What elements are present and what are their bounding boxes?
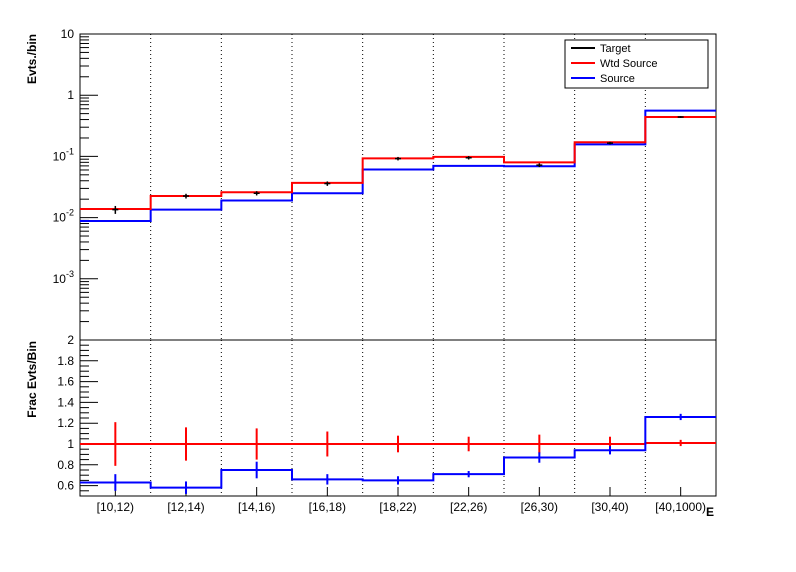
y-tick-label-top: 10-3: [53, 269, 74, 286]
y-tick-label-top: 10-1: [53, 146, 74, 163]
x-axis-title: E: [706, 505, 714, 519]
y-tick-label-bottom: 1: [67, 437, 74, 451]
y-tick-label-bottom: 1.2: [57, 416, 74, 430]
x-tick-label: [10,12): [97, 500, 134, 514]
x-tick-label: [16,18): [309, 500, 346, 514]
x-tick-label: [12,14): [167, 500, 204, 514]
x-tick-label: [40,1000): [655, 500, 706, 514]
legend-label: Target: [600, 43, 631, 55]
x-tick-label: [14,16): [238, 500, 275, 514]
legend-label: Wtd Source: [600, 58, 657, 70]
x-tick-label: [30,40): [591, 500, 628, 514]
y-tick-label-bottom: 1.6: [57, 375, 74, 389]
series-source-top: [80, 109, 716, 222]
y-axis-title-top: Evts./bin: [25, 34, 39, 84]
y-axis-title-bottom: Frac Evts/Bin: [25, 341, 39, 418]
bottom-plot-frame: [79, 339, 717, 497]
y-tick-label-top: 10: [61, 27, 75, 41]
series-wtd-source-top: [80, 116, 716, 211]
y-tick-label-bottom: 0.6: [57, 479, 74, 493]
x-tick-label: [18,22): [379, 500, 416, 514]
y-tick-label-top: 1: [67, 88, 74, 102]
y-tick-label-bottom: 1.8: [57, 354, 74, 368]
y-tick-label-bottom: 0.8: [57, 458, 74, 472]
y-tick-label-bottom: 2: [67, 333, 74, 347]
y-tick-label-bottom: 1.4: [57, 395, 74, 409]
y-tick-label-top: 10-2: [53, 208, 74, 225]
x-tick-label: [26,30): [521, 500, 558, 514]
legend-label: Source: [600, 73, 635, 85]
x-tick-label: [22,26): [450, 500, 487, 514]
